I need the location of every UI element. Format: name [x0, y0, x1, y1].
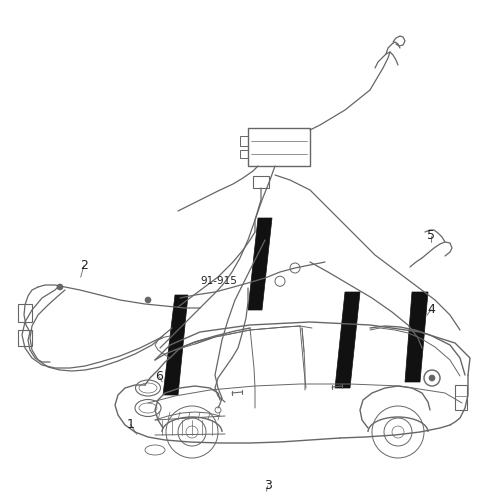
Text: 3: 3: [264, 479, 272, 492]
Text: 6: 6: [156, 370, 163, 384]
Polygon shape: [163, 295, 188, 395]
Polygon shape: [405, 292, 428, 382]
Polygon shape: [335, 292, 360, 388]
Polygon shape: [248, 218, 272, 310]
Text: 4: 4: [427, 303, 435, 316]
Circle shape: [57, 284, 63, 290]
Bar: [455, 385, 467, 410]
Circle shape: [429, 375, 435, 381]
Bar: [240, 136, 248, 146]
Bar: [248, 128, 310, 166]
Bar: [18, 330, 32, 346]
Circle shape: [145, 297, 151, 303]
Text: 91-915: 91-915: [200, 276, 237, 286]
Bar: [240, 150, 248, 158]
Bar: [18, 304, 32, 322]
Text: 5: 5: [427, 229, 435, 242]
Text: 1: 1: [127, 418, 134, 431]
Bar: [253, 176, 269, 188]
Text: 2: 2: [80, 259, 88, 272]
